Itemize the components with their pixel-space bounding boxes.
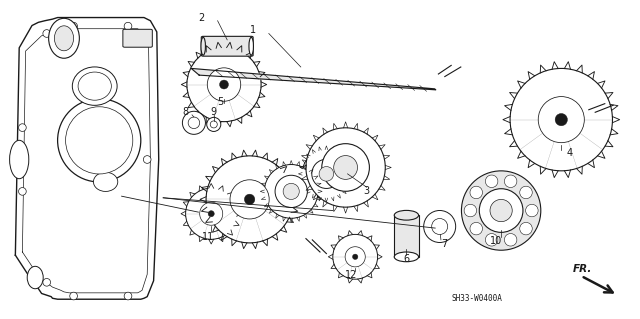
Text: FR.: FR.	[573, 264, 592, 274]
Ellipse shape	[143, 156, 151, 163]
Ellipse shape	[538, 97, 584, 143]
Ellipse shape	[72, 67, 117, 105]
Text: 3: 3	[364, 186, 370, 197]
Ellipse shape	[394, 211, 419, 220]
Ellipse shape	[58, 99, 141, 182]
Ellipse shape	[43, 30, 51, 37]
Ellipse shape	[333, 156, 358, 179]
Text: 9: 9	[211, 107, 217, 117]
Ellipse shape	[333, 234, 378, 279]
Text: SH33-W0400A: SH33-W0400A	[451, 294, 502, 303]
Ellipse shape	[49, 18, 79, 58]
Ellipse shape	[520, 186, 532, 199]
Ellipse shape	[244, 194, 255, 204]
Ellipse shape	[19, 188, 26, 195]
Ellipse shape	[124, 292, 132, 300]
Ellipse shape	[188, 117, 200, 129]
Ellipse shape	[322, 144, 369, 191]
FancyBboxPatch shape	[123, 29, 152, 47]
Ellipse shape	[306, 128, 385, 207]
Ellipse shape	[345, 247, 365, 267]
Ellipse shape	[490, 199, 512, 222]
Ellipse shape	[432, 219, 448, 234]
Text: 7: 7	[442, 239, 448, 249]
Ellipse shape	[264, 165, 318, 218]
Ellipse shape	[54, 26, 74, 51]
Ellipse shape	[424, 211, 456, 242]
Text: 8: 8	[182, 107, 188, 117]
Ellipse shape	[220, 80, 228, 89]
Ellipse shape	[28, 266, 44, 289]
Ellipse shape	[10, 140, 29, 179]
Text: 2: 2	[198, 12, 205, 23]
Ellipse shape	[275, 175, 307, 208]
Ellipse shape	[504, 234, 517, 246]
Polygon shape	[15, 18, 159, 299]
Ellipse shape	[283, 183, 300, 199]
Ellipse shape	[319, 167, 333, 181]
Text: 10: 10	[490, 236, 502, 246]
Ellipse shape	[470, 186, 483, 199]
Ellipse shape	[485, 234, 498, 246]
Ellipse shape	[485, 175, 498, 188]
Ellipse shape	[249, 37, 253, 55]
Ellipse shape	[207, 68, 241, 101]
Ellipse shape	[312, 159, 341, 189]
Ellipse shape	[461, 171, 541, 250]
Ellipse shape	[302, 150, 351, 198]
Ellipse shape	[208, 211, 214, 217]
Ellipse shape	[394, 252, 419, 262]
Ellipse shape	[93, 172, 118, 191]
Text: 11: 11	[202, 232, 214, 242]
Ellipse shape	[43, 278, 51, 286]
Ellipse shape	[206, 156, 293, 243]
Ellipse shape	[207, 117, 221, 131]
Text: 12: 12	[344, 270, 357, 280]
Ellipse shape	[520, 222, 532, 235]
Ellipse shape	[479, 189, 523, 232]
Ellipse shape	[124, 22, 132, 30]
Ellipse shape	[230, 180, 269, 219]
Ellipse shape	[182, 111, 205, 134]
Polygon shape	[191, 68, 436, 90]
Ellipse shape	[510, 68, 612, 171]
FancyBboxPatch shape	[201, 36, 253, 56]
Ellipse shape	[19, 124, 26, 131]
FancyBboxPatch shape	[394, 215, 419, 257]
Ellipse shape	[504, 175, 517, 188]
Ellipse shape	[65, 107, 133, 174]
Ellipse shape	[555, 114, 568, 126]
Text: 4: 4	[566, 148, 573, 158]
Text: 1: 1	[250, 25, 256, 35]
Ellipse shape	[200, 202, 223, 225]
Ellipse shape	[464, 204, 477, 217]
Ellipse shape	[470, 222, 483, 235]
Ellipse shape	[186, 188, 237, 239]
Ellipse shape	[70, 292, 77, 300]
Ellipse shape	[201, 37, 205, 55]
Ellipse shape	[187, 48, 261, 122]
Ellipse shape	[525, 204, 538, 217]
Ellipse shape	[70, 22, 77, 30]
Ellipse shape	[353, 254, 358, 259]
Ellipse shape	[78, 72, 111, 100]
Text: 5: 5	[217, 97, 223, 107]
Text: 6: 6	[403, 254, 410, 264]
Ellipse shape	[210, 121, 218, 128]
